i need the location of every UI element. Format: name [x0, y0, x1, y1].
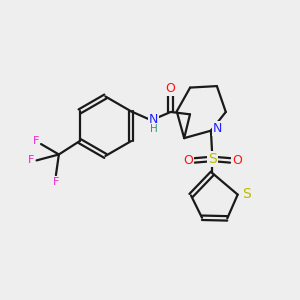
Text: H: H: [150, 124, 157, 134]
Text: S: S: [208, 152, 217, 166]
Text: N: N: [149, 112, 158, 126]
Text: F: F: [27, 155, 34, 165]
Text: N: N: [213, 122, 222, 135]
Text: F: F: [32, 136, 39, 146]
Text: F: F: [53, 177, 59, 187]
Text: O: O: [183, 154, 193, 167]
Text: S: S: [242, 187, 250, 201]
Text: O: O: [166, 82, 176, 95]
Text: O: O: [232, 154, 242, 167]
